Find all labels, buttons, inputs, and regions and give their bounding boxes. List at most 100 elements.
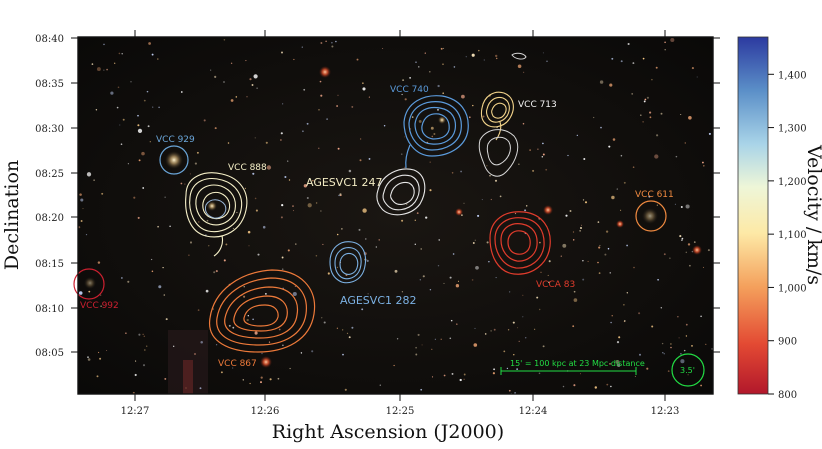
star: [149, 141, 151, 143]
star: [663, 353, 665, 355]
star: [295, 243, 297, 245]
star: [322, 243, 324, 245]
star: [680, 206, 683, 208]
star: [609, 363, 611, 365]
star: [532, 169, 535, 172]
star: [537, 148, 539, 150]
star: [707, 249, 710, 252]
star: [418, 66, 420, 68]
star: [150, 258, 153, 261]
star: [215, 270, 218, 273]
star: [194, 162, 197, 165]
star: [87, 356, 89, 359]
star: [277, 377, 280, 380]
star: [608, 145, 611, 148]
star: [684, 142, 687, 144]
star: [572, 231, 575, 233]
star: [587, 260, 589, 263]
star: [517, 327, 519, 329]
star: [482, 115, 485, 118]
star: [189, 173, 191, 175]
star: [281, 256, 284, 259]
star: [86, 172, 92, 177]
colorbar-tick-label: 1,100: [778, 230, 807, 241]
star: [320, 42, 323, 44]
star: [100, 305, 102, 307]
star: [255, 209, 258, 212]
star: [626, 292, 628, 294]
star: [495, 57, 498, 60]
star: [442, 92, 444, 94]
star: [634, 375, 636, 377]
star: [514, 212, 517, 215]
star: [486, 165, 488, 167]
star: [618, 336, 621, 339]
star: [301, 46, 303, 48]
star: [315, 254, 318, 257]
star: [127, 280, 130, 283]
star: [78, 291, 83, 295]
star: [541, 155, 544, 158]
star: [688, 115, 692, 120]
star: [287, 160, 289, 162]
star: [278, 328, 281, 331]
star: [292, 291, 297, 297]
star: [142, 187, 145, 189]
star: [331, 41, 333, 44]
star: [244, 187, 247, 190]
star: [253, 74, 258, 79]
star: [604, 253, 607, 256]
star: [433, 133, 436, 135]
star: [96, 375, 99, 378]
star: [594, 386, 598, 389]
star: [657, 278, 659, 281]
star: [230, 62, 233, 64]
star: [643, 100, 646, 103]
star: [138, 333, 141, 336]
star: [401, 153, 403, 155]
beam-label: 3.5': [680, 366, 695, 375]
star: [449, 337, 452, 340]
star: [336, 266, 339, 269]
star: [693, 241, 696, 243]
star: [245, 60, 247, 62]
star: [173, 345, 175, 347]
star: [232, 227, 234, 229]
star: [516, 368, 518, 370]
star: [318, 147, 320, 149]
star: [449, 276, 452, 279]
star: [685, 323, 688, 326]
star: [534, 328, 536, 330]
star: [143, 335, 146, 338]
star: [463, 202, 465, 204]
star: [393, 364, 395, 367]
star: [130, 81, 132, 83]
star: [300, 352, 303, 354]
star: [402, 79, 405, 82]
star: [223, 81, 225, 83]
star: [193, 352, 197, 356]
label-vcc-929: VCC 929: [156, 135, 195, 145]
star: [655, 66, 658, 69]
star: [687, 374, 689, 376]
star: [420, 248, 422, 250]
star: [215, 344, 218, 346]
star: [687, 243, 691, 246]
contour-vcc-713: [480, 91, 514, 141]
star: [457, 280, 460, 282]
star: [545, 168, 548, 171]
star: [642, 57, 645, 60]
star: [196, 151, 199, 154]
star: [281, 204, 284, 207]
star: [362, 208, 367, 213]
star: [331, 45, 334, 48]
star: [685, 251, 688, 254]
star: [325, 40, 327, 42]
star: [359, 159, 362, 162]
star: [189, 241, 193, 244]
star: [411, 116, 414, 118]
star: [346, 332, 349, 334]
star: [125, 332, 127, 335]
star: [404, 136, 406, 138]
star: [670, 343, 672, 345]
